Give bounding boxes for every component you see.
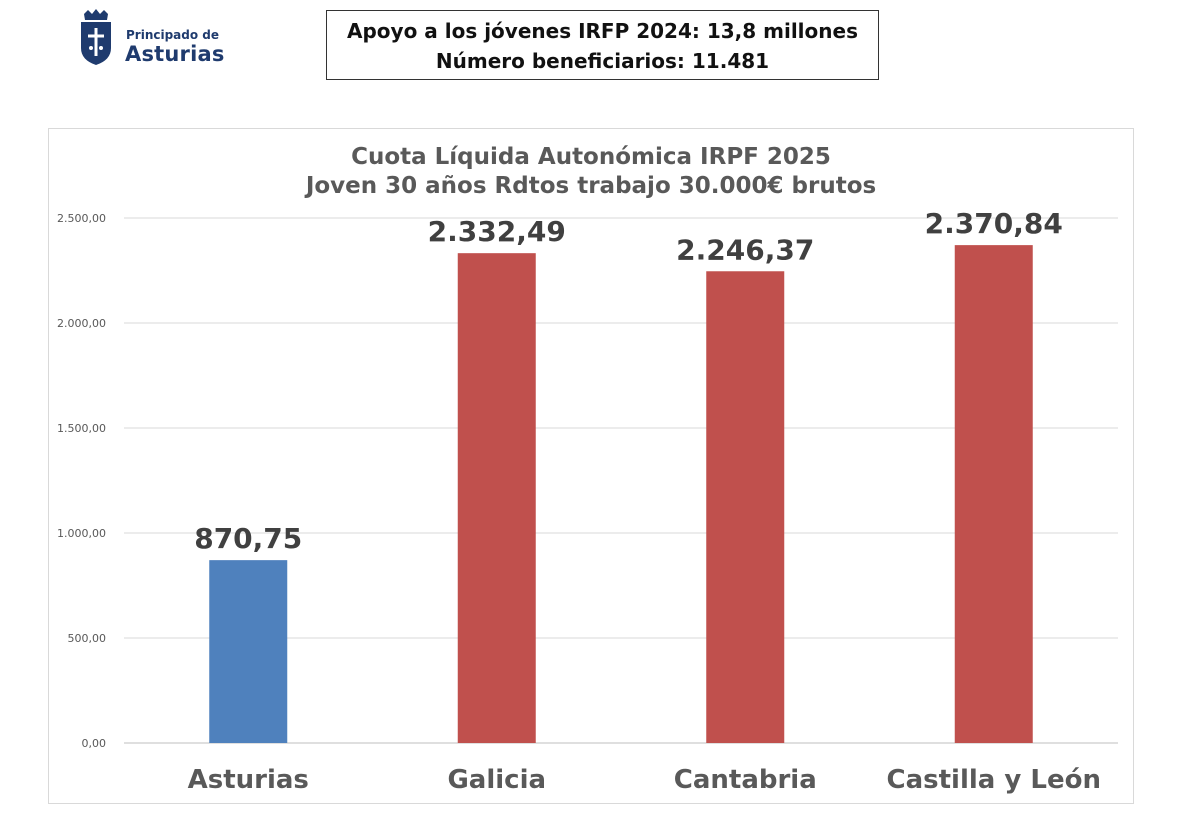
shield-icon — [81, 9, 111, 65]
y-tick-label: 2.500,00 — [57, 212, 106, 225]
y-tick-label: 1.500,00 — [57, 422, 106, 435]
info-box: Apoyo a los jóvenes IRFP 2024: 13,8 mill… — [326, 10, 879, 80]
logo-text-line2: Asturias — [125, 42, 225, 66]
y-tick-label: 2.000,00 — [57, 317, 106, 330]
x-tick-label: Cantabria — [674, 765, 817, 795]
y-tick-label: 1.000,00 — [57, 527, 106, 540]
logo-text-line1: Principado de — [126, 28, 220, 42]
info-line-2: Número beneficiarios: 11.481 — [435, 49, 770, 73]
chart-subtitle: Joven 30 años Rdtos trabajo 30.000€ brut… — [305, 173, 877, 199]
y-tick-label: 0,00 — [82, 737, 107, 750]
bar-4 — [954, 245, 1033, 743]
x-tick-label: Galicia — [447, 765, 546, 795]
chart-title: Cuota Líquida Autonómica IRPF 2025 — [351, 144, 831, 170]
info-line-1: Apoyo a los jóvenes IRFP 2024: 13,8 mill… — [347, 19, 858, 43]
x-tick-label: Asturias — [188, 765, 309, 795]
logo: Principado de Asturias — [78, 8, 238, 68]
data-label: 870,75 — [194, 522, 302, 555]
data-label: 2.246,37 — [676, 233, 814, 266]
data-label: 2.370,84 — [925, 207, 1063, 240]
bar-3 — [706, 271, 785, 743]
x-tick-label: Castilla y León — [887, 765, 1101, 795]
bar-2 — [457, 253, 536, 743]
bar-1 — [209, 560, 288, 743]
y-tick-label: 500,00 — [68, 632, 107, 645]
data-label: 2.332,49 — [428, 215, 566, 248]
